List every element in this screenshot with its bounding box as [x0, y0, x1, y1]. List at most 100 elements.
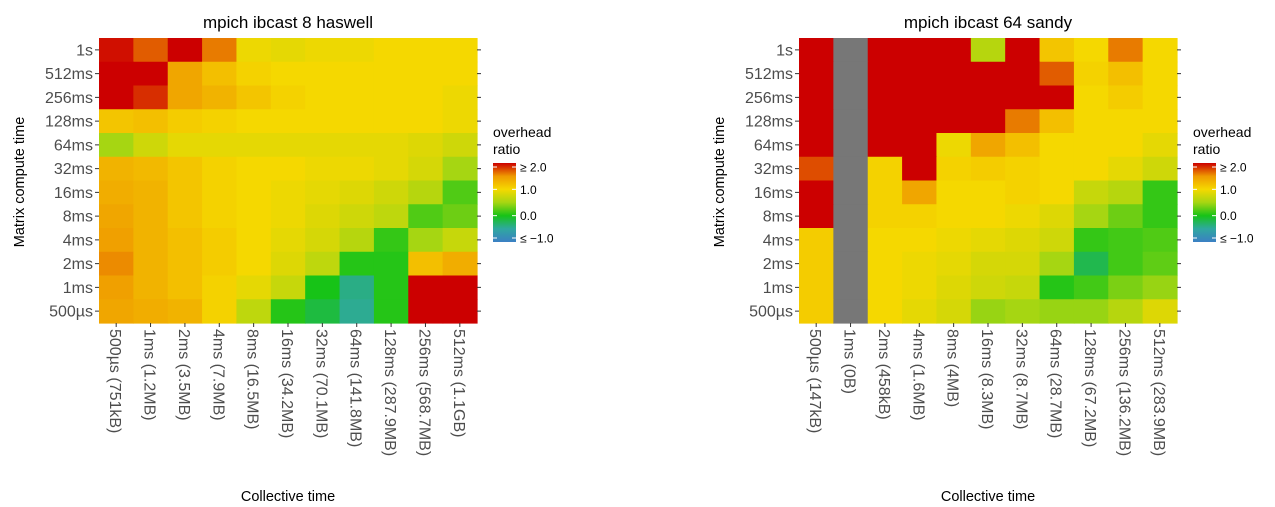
heatmap-cell [902, 38, 938, 63]
y-tick-label: 512ms [745, 66, 793, 83]
heatmap-cell [1073, 299, 1109, 324]
heatmap-cell [1073, 156, 1109, 182]
heatmap-cell [1142, 299, 1178, 324]
heatmap-cell [408, 228, 444, 253]
heatmap-cell [373, 275, 409, 300]
heatmap-cell [1108, 180, 1144, 205]
heatmap-cell [202, 251, 238, 277]
heatmap-cell [442, 85, 478, 110]
heatmap-cell [1039, 228, 1075, 253]
heatmap-cell [270, 228, 306, 253]
heatmap-cell [867, 180, 903, 205]
heatmap-cell [339, 275, 375, 300]
heatmap-cell [202, 275, 238, 300]
heatmap-cell [1005, 251, 1041, 277]
heatmap-cell [99, 275, 134, 300]
y-tick-label: 64ms [54, 137, 93, 154]
heatmap-cell [970, 85, 1006, 110]
heatmap-cell [833, 38, 869, 63]
heatmap-cell [305, 61, 341, 87]
legend-colorbar-left [493, 163, 516, 242]
heatmap-cell [202, 156, 238, 182]
legend-title-left-line1: overhead [493, 124, 551, 140]
heatmap-cell [339, 228, 375, 253]
heatmap-cell [833, 61, 869, 87]
x-tick-label: 64ms (141.8MB) [347, 329, 364, 447]
heatmap-cell [1039, 61, 1075, 87]
heatmap-cell [305, 251, 341, 277]
heatmap-cell [167, 38, 203, 63]
heatmap-cell [1108, 61, 1144, 87]
x-tick-label: 128ms (67.2MB) [1081, 329, 1098, 447]
heatmap-cell [442, 251, 478, 277]
x-tick-label: 4ms (1.6MB) [909, 329, 926, 421]
legend-label: ≥ 2.0 [1220, 161, 1247, 175]
heatmap-cell [270, 299, 306, 324]
heatmap-cell [167, 156, 203, 182]
heatmap-cell [833, 85, 869, 110]
heatmap-cell [305, 38, 341, 63]
x-tick-label: 8ms (16.5MB) [244, 329, 261, 429]
heatmap-cell [970, 204, 1006, 229]
heatmap-cell [902, 180, 938, 205]
heatmap-cell [442, 299, 478, 324]
heatmap-cell [902, 61, 938, 87]
heatmap-cell [799, 61, 834, 87]
heatmap-cell [936, 156, 972, 182]
heatmap-cell [270, 180, 306, 205]
heatmap-cell [99, 299, 134, 324]
heatmap-cell [799, 38, 834, 63]
heatmap-panel-right: mpich ibcast 64 sandy 1s 512ms 256ms 128ms 6… [712, 13, 1181, 505]
heatmap-cell [339, 299, 375, 324]
heatmap-cell [99, 85, 134, 110]
heatmap-cell [867, 61, 903, 87]
heatmap-cell [902, 204, 938, 229]
y-tick-label: 1ms [763, 280, 793, 297]
heatmap-cell [867, 299, 903, 324]
heatmap-cell [442, 38, 478, 63]
heatmap-cell [867, 275, 903, 300]
x-tick-label: 500µs (751kB) [106, 329, 123, 433]
heatmap-cells-right [799, 38, 1178, 324]
heatmap-cell [1073, 109, 1109, 134]
heatmap-cell [1142, 251, 1178, 277]
chart-title-right: mpich ibcast 64 sandy [904, 13, 1073, 32]
y-tick-label: 32ms [754, 161, 793, 178]
heatmap-cell [339, 204, 375, 229]
heatmap-cell [99, 109, 134, 134]
heatmap-cell [1108, 109, 1144, 134]
heatmap-cell [99, 133, 134, 158]
heatmap-cell [373, 251, 409, 277]
heatmap-cell [339, 61, 375, 87]
y-tick-label: 16ms [54, 185, 93, 202]
heatmap-cell [799, 156, 834, 182]
legend-label: ≥ 2.0 [520, 161, 547, 175]
heatmap-cell [373, 180, 409, 205]
heatmap-cell [408, 85, 444, 110]
heatmap-cell [936, 251, 972, 277]
heatmap-cell [202, 299, 238, 324]
x-tick-label: 32ms (70.1MB) [312, 329, 329, 438]
heatmap-cell [833, 251, 869, 277]
heatmap-cell [799, 85, 834, 110]
heatmap-cell [305, 133, 341, 158]
x-tick-label: 64ms (28.7MB) [1047, 329, 1064, 438]
heatmap-cell [236, 180, 272, 205]
heatmap-cell [902, 156, 938, 182]
y-tick-label: 2ms [763, 256, 793, 273]
heatmap-cell [442, 156, 478, 182]
heatmap-cell [1039, 38, 1075, 63]
heatmap-cell [833, 133, 869, 158]
heatmap-cell [1039, 299, 1075, 324]
heatmap-cell [270, 38, 306, 63]
heatmap-cell [236, 85, 272, 110]
heatmap-cell [373, 156, 409, 182]
heatmap-cell [408, 251, 444, 277]
heatmap-cell [1039, 180, 1075, 205]
heatmap-cell [1005, 109, 1041, 134]
x-tick-label: 32ms (8.7MB) [1012, 329, 1029, 429]
y-tick-label: 1ms [63, 280, 93, 297]
heatmap-cell [133, 109, 169, 134]
x-tick-label: 2ms (458kB) [875, 329, 892, 420]
